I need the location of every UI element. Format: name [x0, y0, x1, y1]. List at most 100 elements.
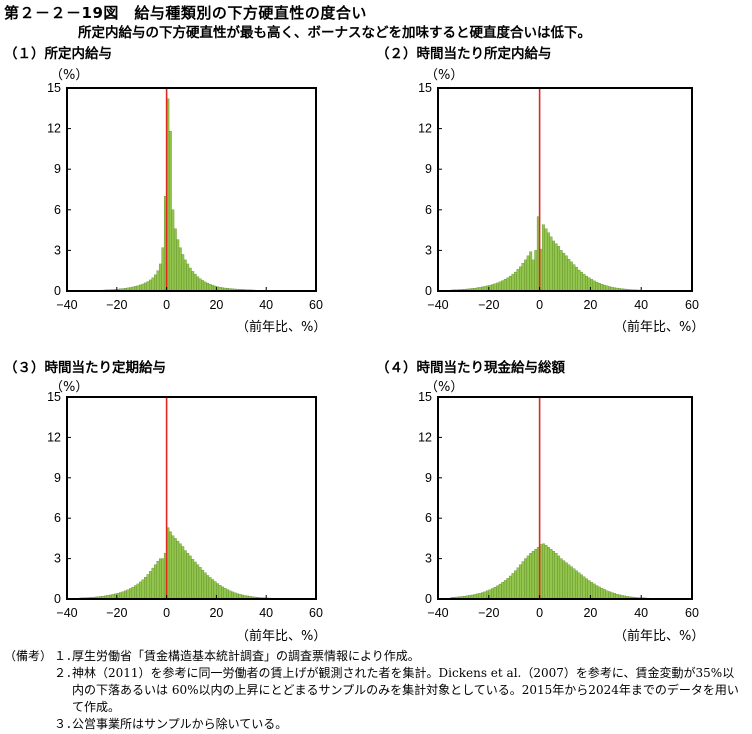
x-tick-label: 40 — [634, 298, 648, 312]
y-tick-label: 3 — [425, 243, 432, 257]
plot-frame — [437, 87, 693, 292]
histogram-bar — [605, 590, 609, 600]
y-tick-label: 9 — [54, 471, 61, 485]
note-row-1: （備考） １． 厚生労働省「賃金構造基本統計調査」の調査票情報により作成。 — [4, 648, 742, 665]
x-tick-label: 0 — [163, 606, 170, 620]
x-tick-label: 60 — [685, 298, 699, 312]
histogram-bar — [559, 558, 563, 600]
y-tick-label: 6 — [425, 203, 432, 217]
panel-3-title: （３）時間当たり定期給与 — [4, 360, 166, 376]
y-tick-label: 3 — [54, 552, 61, 566]
histogram-bar — [585, 578, 589, 600]
histogram-bar — [597, 586, 601, 600]
panel-1-y-unit: （%） — [50, 68, 89, 83]
y-tick-label: 6 — [54, 203, 61, 217]
x-tick-label: 0 — [536, 606, 543, 620]
histogram-bar — [496, 585, 500, 600]
histogram-bar — [569, 566, 573, 600]
x-tick-label: 40 — [259, 606, 273, 620]
histogram-bar — [592, 583, 596, 600]
histogram-bar — [498, 583, 502, 600]
panel-1-title: （１）所定内給与 — [4, 46, 112, 62]
y-tick-label: 6 — [425, 511, 432, 525]
histogram-bar — [491, 588, 495, 600]
histogram-bar — [582, 576, 586, 600]
note-number: １． — [54, 649, 79, 663]
x-tick-label: 20 — [209, 606, 223, 620]
histogram-bar — [493, 587, 497, 600]
histogram-bar — [549, 549, 553, 600]
histogram-bars — [450, 543, 693, 600]
panel-1-x-unit: （前年比、%） — [236, 320, 327, 335]
histogram-bar — [508, 575, 512, 600]
histogram-bar — [554, 553, 558, 600]
histogram-bar — [526, 555, 530, 600]
plot-frame — [66, 87, 317, 292]
histogram-bar — [519, 564, 522, 600]
y-tick-label: 3 — [54, 243, 61, 257]
y-tick-label: 0 — [425, 592, 432, 606]
histogram-bar — [572, 568, 576, 600]
y-tick-label: 12 — [418, 430, 432, 444]
x-tick-label: 20 — [583, 298, 597, 312]
histogram-bar — [577, 572, 581, 600]
x-tick-label: −40 — [56, 606, 77, 620]
histogram-bars — [79, 527, 317, 600]
y-tick-label: 9 — [425, 162, 432, 176]
plot-frame — [437, 396, 693, 600]
y-tick-label: 0 — [54, 592, 61, 606]
y-tick-label: 0 — [425, 284, 432, 298]
y-tick-label: 15 — [418, 390, 432, 404]
histogram-bar — [602, 589, 606, 600]
y-tick-label: 6 — [54, 511, 61, 525]
note-row-2: ２． 神林（2011）を参考に同一労働者の賃上げが観測された者を集計。Dicke… — [4, 665, 742, 716]
histogram-bar — [567, 564, 571, 600]
histogram-bar — [544, 544, 548, 600]
x-tick-label: 0 — [536, 298, 543, 312]
panel-3-x-unit: （前年比、%） — [236, 629, 327, 644]
x-tick-label: −20 — [478, 298, 499, 312]
panel-2-title: （２）時間当たり所定内給与 — [376, 46, 552, 62]
histogram-bar — [557, 555, 561, 600]
note-row-3: ３． 公営事業所はサンプルから除いている。 — [4, 716, 742, 733]
histogram-bar — [575, 570, 578, 600]
histogram-bar — [529, 553, 533, 600]
figure-subtitle: 所定内給与の下方硬直性が最も高く、ボーナスなどを加味すると硬直度合いは低下。 — [78, 25, 591, 41]
panel-4-y-unit: （%） — [425, 380, 464, 395]
histogram-bar — [521, 561, 525, 600]
histogram-bar — [552, 551, 555, 600]
x-tick-label: 20 — [583, 606, 597, 620]
histogram-bar — [516, 567, 520, 600]
note-text: 神林（2011）を参考に同一労働者の賃上げが観測された者を集計。Dickens … — [72, 666, 739, 714]
histogram-bar — [506, 578, 510, 600]
histogram-bar — [608, 591, 611, 600]
panel-2-y-unit: （%） — [425, 68, 464, 83]
histogram-bar — [541, 543, 545, 600]
histogram-bar — [503, 580, 507, 600]
x-tick-label: 0 — [163, 298, 170, 312]
note-text: 公営事業所はサンプルから除いている。 — [72, 717, 288, 731]
x-tick-label: −20 — [478, 606, 499, 620]
panel-2-x-unit: （前年比、%） — [614, 320, 705, 335]
figure-title: 第２－２－19図 給与種類別の下方硬直性の度合い — [4, 4, 367, 22]
x-tick-label: −40 — [427, 298, 448, 312]
histogram-bar — [600, 588, 604, 600]
y-tick-label: 15 — [47, 81, 61, 95]
x-tick-label: −40 — [56, 298, 77, 312]
x-tick-label: −20 — [106, 298, 127, 312]
histogram-bar — [524, 558, 528, 600]
note-number: ３． — [54, 717, 79, 731]
x-tick-label: 40 — [259, 298, 273, 312]
x-tick-label: 60 — [309, 298, 323, 312]
histogram-bar — [564, 562, 568, 600]
histogram-bar — [531, 551, 535, 600]
y-tick-label: 12 — [418, 122, 432, 136]
panel-4-x-unit: （前年比、%） — [614, 629, 705, 644]
panel-3-y-unit: （%） — [50, 380, 89, 395]
y-tick-label: 3 — [425, 552, 432, 566]
x-tick-label: −20 — [106, 606, 127, 620]
y-tick-label: 9 — [425, 471, 432, 485]
